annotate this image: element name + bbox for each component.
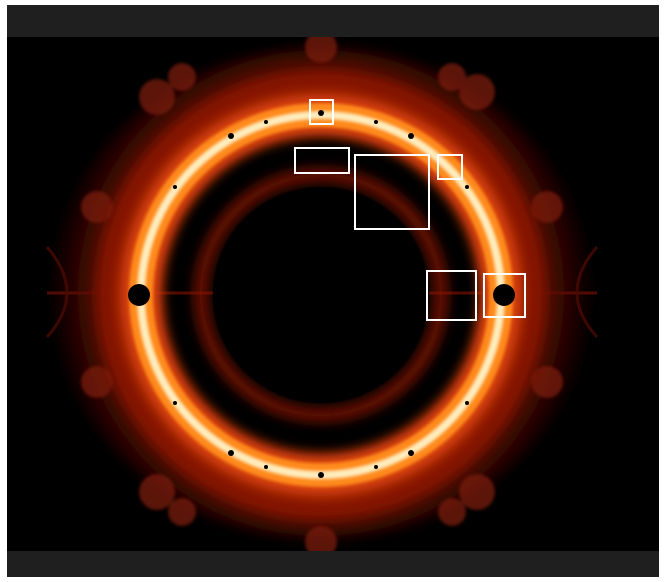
fractal-canvas (7, 37, 659, 551)
top-toolbar (7, 5, 659, 37)
image-viewer-frame (7, 5, 659, 577)
highlight-box-inner-arc (294, 147, 350, 174)
highlight-box-top-node (309, 99, 334, 125)
highlight-box-right-node (483, 273, 526, 318)
highlight-box-fringe (354, 154, 430, 230)
ring-nodes (128, 110, 515, 478)
highlight-box-small-right (437, 154, 463, 180)
highlight-box-inner-right (426, 270, 477, 321)
bottom-toolbar (7, 551, 659, 577)
fractal-ring-image (45, 37, 599, 551)
highlight-boxes (294, 99, 526, 321)
inner-fringe (194, 168, 448, 422)
